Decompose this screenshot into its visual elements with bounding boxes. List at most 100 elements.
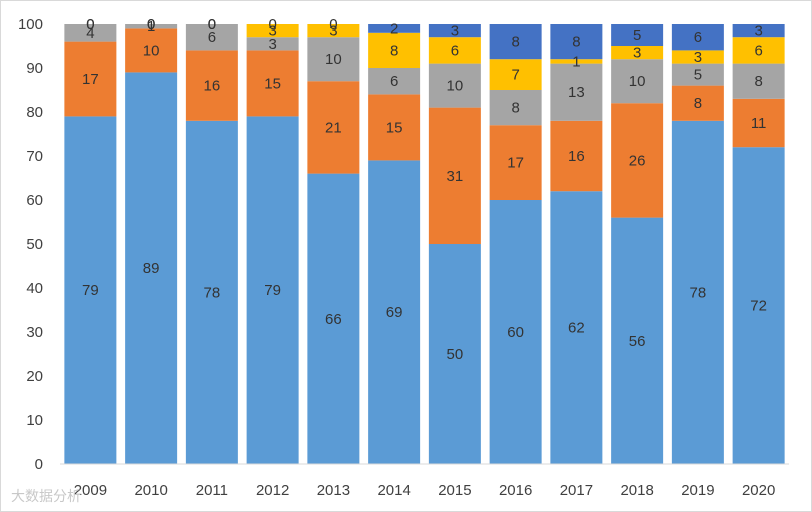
y-tick-label: 30 <box>26 324 43 341</box>
data-label: 0 <box>86 16 94 33</box>
bar-segment-series-2-2019 <box>671 85 724 121</box>
x-tick-label: 2010 <box>134 482 167 499</box>
bar-segment-series-5-2016 <box>489 24 542 60</box>
bar-segment-series-2-2009 <box>64 41 117 117</box>
bar-segment-series-4-2013 <box>307 24 360 38</box>
data-label: 8 <box>511 34 519 51</box>
data-label: 0 <box>147 16 155 33</box>
bar-segment-series-4-2012 <box>246 24 299 38</box>
y-tick-label: 100 <box>18 16 43 33</box>
data-label: 2 <box>390 20 398 37</box>
bar-segment-series-3-2013 <box>307 37 360 82</box>
x-tick-label: 2014 <box>377 482 410 499</box>
data-label: 15 <box>386 119 403 136</box>
data-label: 89 <box>143 260 160 277</box>
data-label: 21 <box>325 119 342 136</box>
data-label: 10 <box>143 42 160 59</box>
x-tick-label: 2018 <box>620 482 653 499</box>
data-label: 3 <box>451 23 459 40</box>
bar-segment-series-2-2011 <box>185 50 238 121</box>
data-label: 31 <box>447 168 464 185</box>
data-label: 10 <box>325 51 342 68</box>
data-label: 0 <box>329 16 337 33</box>
data-label: 1 <box>572 53 580 70</box>
data-label: 78 <box>204 284 221 301</box>
y-tick-label: 40 <box>26 280 43 297</box>
y-axis: 0 10 20 30 40 50 60 70 80 90 100 <box>18 16 43 473</box>
data-label: 3 <box>694 49 702 66</box>
data-label: 5 <box>633 27 641 44</box>
x-tick-label: 2012 <box>256 482 289 499</box>
data-label: 8 <box>390 42 398 59</box>
bar-segment-series-1-2020 <box>732 147 785 464</box>
bar-segment-series-3-2009 <box>64 24 117 42</box>
bar-segment-series-5-2020 <box>732 24 785 38</box>
data-label: 0 <box>208 16 216 33</box>
data-label: 8 <box>511 100 519 117</box>
data-label: 13 <box>568 84 585 101</box>
bar-segment-series-3-2020 <box>732 63 785 99</box>
bar-segment-series-5-2018 <box>611 24 664 46</box>
x-tick-label: 2019 <box>681 482 714 499</box>
data-label: 26 <box>629 152 646 169</box>
bar-segment-series-1-2011 <box>185 120 238 465</box>
data-label: 16 <box>204 78 221 95</box>
data-label: 6 <box>694 29 702 46</box>
bar-segment-series-3-2019 <box>671 63 724 86</box>
data-label: 79 <box>82 282 99 299</box>
x-tick-label: 2015 <box>438 482 471 499</box>
x-tick-label: 2016 <box>499 482 532 499</box>
data-label: 56 <box>629 333 646 350</box>
bar-segment-series-1-2013 <box>307 173 360 464</box>
bar-segment-series-2-2017 <box>550 120 603 192</box>
data-label: 6 <box>754 42 762 59</box>
data-label: 3 <box>633 45 641 62</box>
watermark: 大数据分析 <box>11 488 81 504</box>
bar-segment-series-5-2019 <box>671 24 724 51</box>
y-tick-label: 70 <box>26 148 43 165</box>
data-label: 0 <box>208 16 216 33</box>
y-tick-label: 90 <box>26 60 43 77</box>
bar-segment-series-2-2018 <box>611 103 664 218</box>
bar-segment-series-2-2020 <box>732 98 785 148</box>
y-tick-label: 10 <box>26 412 43 429</box>
data-label: 11 <box>751 115 767 132</box>
data-label: 5 <box>694 67 702 84</box>
y-tick-label: 80 <box>26 104 43 121</box>
data-label: 66 <box>325 311 342 328</box>
data-label: 6 <box>208 29 216 46</box>
data-label: 4 <box>86 25 94 42</box>
data-labels: 7917400891010078166007915330662110306915… <box>82 16 767 363</box>
data-label: 60 <box>507 324 524 341</box>
data-label: 0 <box>147 16 155 33</box>
data-label: 10 <box>447 78 464 95</box>
bar-segment-series-2-2014 <box>368 94 421 161</box>
bar-segment-series-1-2019 <box>671 120 724 465</box>
x-tick-label: 2020 <box>742 482 775 499</box>
x-tick-label: 2009 <box>74 482 107 499</box>
data-label: 8 <box>754 73 762 90</box>
data-label: 3 <box>329 23 337 40</box>
bar-segment-series-3-2010 <box>125 24 178 29</box>
bar-segment-series-3-2017 <box>550 63 603 121</box>
data-label: 6 <box>390 73 398 90</box>
bar-segment-series-3-2015 <box>428 63 481 108</box>
bar-segment-series-1-2010 <box>125 72 178 465</box>
bar-segment-series-4-2014 <box>368 32 421 68</box>
bar-segment-series-1-2009 <box>64 116 117 465</box>
bar-segment-series-5-2014 <box>368 24 421 33</box>
data-label: 17 <box>507 155 524 172</box>
data-label: 3 <box>268 36 276 53</box>
data-label: 79 <box>264 282 281 299</box>
data-label: 8 <box>694 95 702 112</box>
bar-segment-series-1-2018 <box>611 217 664 464</box>
data-label: 7 <box>511 67 519 84</box>
bar-segment-series-3-2016 <box>489 90 542 126</box>
bar-segment-series-3-2011 <box>185 24 238 51</box>
bar-segment-series-4-2015 <box>428 37 481 64</box>
bar-segment-series-4-2016 <box>489 59 542 90</box>
x-tick-label: 2011 <box>196 482 228 499</box>
data-label: 0 <box>86 16 94 33</box>
bar-segment-series-2-2016 <box>489 125 542 200</box>
